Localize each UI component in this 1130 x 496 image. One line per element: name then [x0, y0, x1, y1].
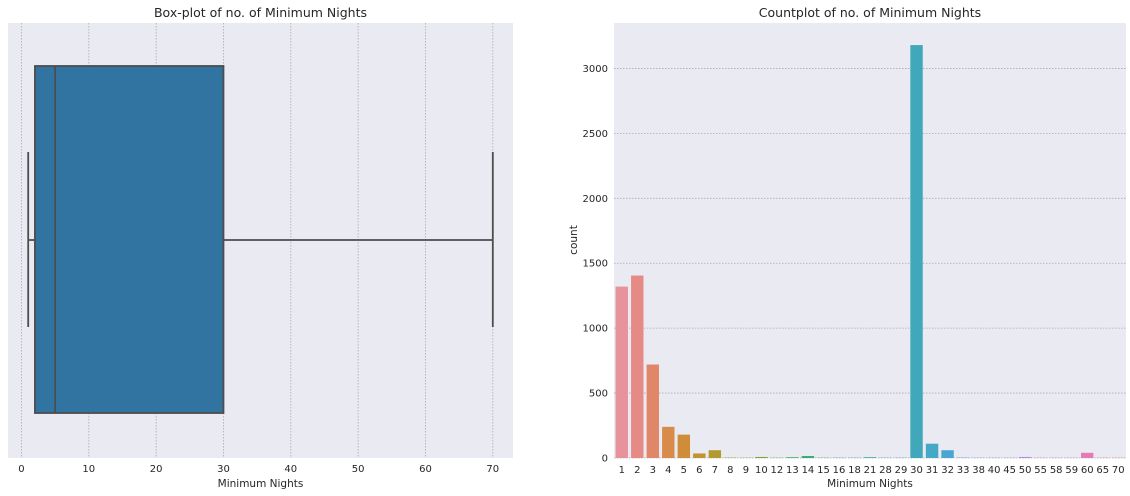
boxplot-marks [27, 65, 494, 414]
countplot-x-tick-label: 40 [988, 465, 1001, 476]
countplot-x-tick-label: 6 [696, 465, 702, 476]
countplot-x-tick-label: 1 [619, 465, 625, 476]
countplot-bar [941, 450, 954, 458]
countplot-bar [662, 426, 675, 458]
countplot-x-tick-label: 28 [879, 465, 892, 476]
countplot-x-tick-label: 45 [1003, 465, 1016, 476]
countplot-bar [925, 443, 939, 458]
countplot-x-tick-label: 60 [1081, 465, 1094, 476]
countplot-y-axis-label: count [568, 225, 580, 255]
boxplot-x-tick-label: 70 [486, 464, 499, 475]
countplot-y-tick-label: 2500 [583, 129, 608, 140]
countplot-bar [631, 275, 644, 458]
boxplot-title: Box-plot of no. of Minimum Nights [154, 5, 367, 20]
countplot-y-ticks: 0 500 1000 1500 2000 2500 3000 [583, 64, 608, 465]
countplot-bar [863, 457, 877, 458]
countplot-x-tick-label: 5 [681, 465, 687, 476]
boxplot-box [34, 65, 225, 414]
countplot-x-tick-label: 4 [665, 465, 671, 476]
countplot-x-tick-label: 30 [910, 465, 923, 476]
boxplot-x-tick-label: 10 [82, 464, 95, 475]
countplot-x-tick-label: 13 [786, 465, 799, 476]
countplot-x-tick-label: 58 [1050, 465, 1063, 476]
countplot-x-tick-label: 2 [634, 465, 640, 476]
countplot-x-tick-label: 32 [941, 465, 954, 476]
countplot-y-tick-label: 3000 [583, 64, 608, 75]
countplot-bar [910, 45, 923, 459]
countplot-x-tick-label: 59 [1065, 465, 1078, 476]
countplot-x-tick-label: 8 [727, 465, 733, 476]
countplot-x-ticks: 1 2 3 4 5 6 7 8 9 10 12 13 14 15 16 18 21 28 29 30 31 32 33 38 4… [619, 465, 1125, 476]
countplot-bar [755, 456, 768, 458]
countplot-x-tick-label: 14 [802, 465, 815, 476]
boxplot-x-tick-label: 60 [419, 464, 432, 475]
countplot-bar [1018, 456, 1032, 458]
countplot-x-tick-label: 55 [1034, 465, 1047, 476]
boxplot-x-tick-label: 20 [150, 464, 163, 475]
countplot-x-tick-label: 16 [833, 465, 846, 476]
countplot-y-tick-label: 2000 [583, 194, 608, 205]
countplot-x-tick-label: 50 [1019, 465, 1032, 476]
countplot-x-tick-label: 7 [712, 465, 718, 476]
countplot-x-tick-label: 33 [957, 465, 970, 476]
countplot-x-tick-label: 9 [743, 465, 749, 476]
countplot-bar [1081, 452, 1094, 458]
countplot-bar [615, 286, 628, 458]
boxplot-panel: 0 10 20 30 40 50 60 70 Box-plot of no. of Minim… [8, 5, 513, 490]
countplot-bar [786, 457, 799, 458]
countplot-x-tick-label: 18 [848, 465, 861, 476]
countplot-x-tick-label: 70 [1112, 465, 1125, 476]
boxplot-x-axis-label: Minimum Nights [218, 478, 304, 490]
countplot-x-tick-label: 3 [650, 465, 656, 476]
countplot-bars [615, 45, 1125, 459]
boxplot-x-ticks: 0 10 20 30 40 50 60 70 [18, 464, 499, 475]
countplot-y-tick-label: 1000 [583, 324, 608, 335]
countplot-title: Countplot of no. of Minimum Nights [759, 5, 981, 20]
countplot-x-tick-label: 10 [755, 465, 768, 476]
countplot-x-tick-label: 29 [895, 465, 908, 476]
countplot-x-tick-label: 15 [817, 465, 830, 476]
countplot-bar [708, 450, 722, 458]
boxplot-x-tick-label: 40 [284, 464, 297, 475]
countplot-x-tick-label: 38 [972, 465, 985, 476]
countplot-x-tick-label: 21 [864, 465, 877, 476]
countplot-bar [646, 364, 659, 458]
countplot-bar [801, 456, 815, 458]
boxplot-x-tick-label: 30 [217, 464, 230, 475]
boxplot-x-tick-label: 0 [18, 464, 24, 475]
countplot-x-tick-label: 31 [926, 465, 939, 476]
countplot-y-tick-label: 0 [602, 454, 608, 465]
boxplot-x-tick-label: 50 [352, 464, 365, 475]
countplot-bar [693, 453, 706, 458]
countplot-bar [677, 434, 691, 458]
countplot-plot-area [614, 23, 1126, 458]
countplot-y-tick-label: 500 [589, 389, 608, 400]
countplot-x-tick-label: 12 [771, 465, 784, 476]
countplot-x-axis-label: Minimum Nights [827, 478, 913, 490]
countplot-x-tick-label: 65 [1096, 465, 1109, 476]
countplot-y-tick-label: 1500 [583, 259, 608, 270]
